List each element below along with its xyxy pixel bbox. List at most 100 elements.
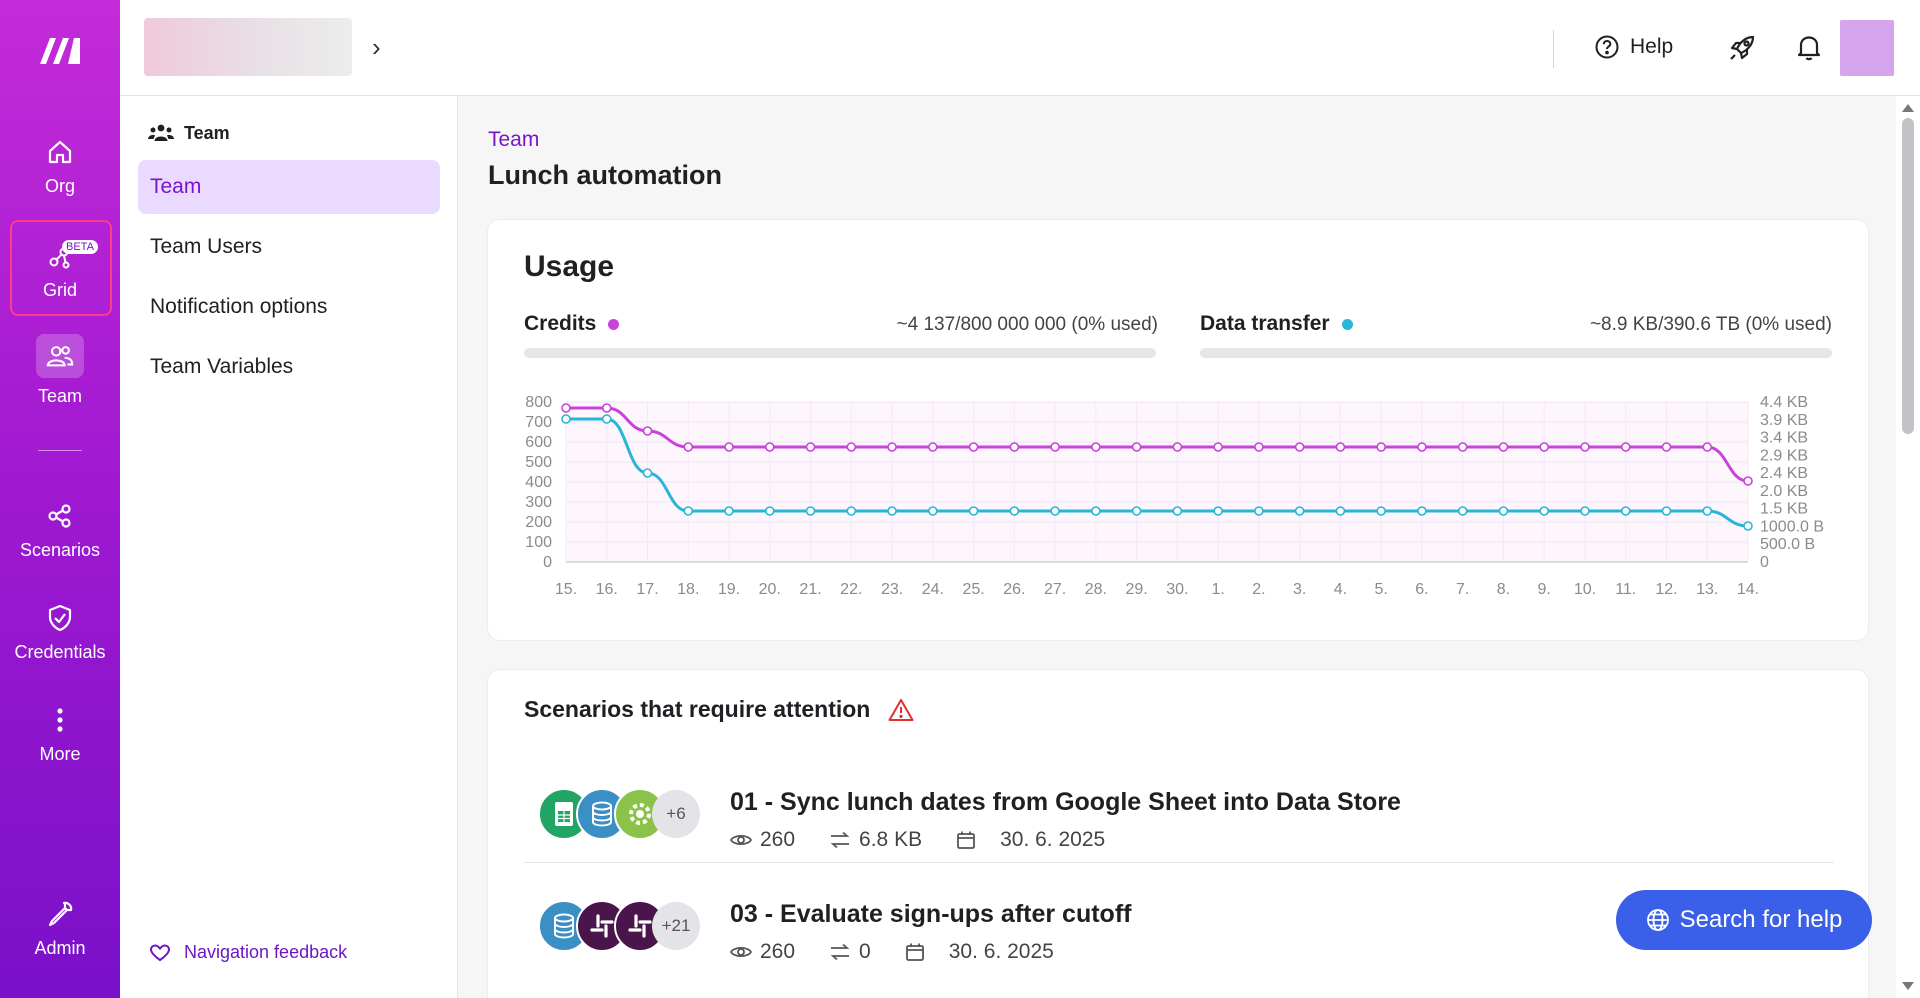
chart-point	[1131, 442, 1142, 452]
avatar[interactable]	[1840, 20, 1894, 76]
x-tick-label: 9.	[1538, 581, 1551, 598]
rail-label: Grid	[42, 280, 77, 300]
x-tick-label: 8.	[1497, 581, 1510, 598]
chart-point	[724, 506, 734, 516]
x-tick-label: 5.	[1375, 581, 1388, 598]
chart-point	[1498, 506, 1509, 516]
grid-highlight	[10, 220, 112, 316]
subnav-item-notification-options[interactable]: Notification options	[138, 280, 440, 334]
chart-point	[1009, 506, 1020, 516]
y-left-tick-label: 700	[525, 414, 552, 431]
transfer-label: Data transfer	[1200, 312, 1353, 336]
x-tick-label: 30.	[1166, 581, 1188, 598]
scenario-row[interactable]: +6 01 - Sync lunch dates from Google She…	[524, 758, 1834, 868]
scenario-row[interactable]: +21 03 - Evaluate sign-ups after cutoff …	[524, 870, 1834, 980]
chart-point	[1539, 442, 1550, 452]
scenario-meta: 260 6.8 KB 30. 6. 2025	[730, 828, 1105, 852]
scenario-name[interactable]: 03 - Evaluate sign-ups after cutoff	[730, 900, 1132, 928]
credits-value: ~4 137/800 000 000 (0% used)	[896, 314, 1158, 335]
chart-point	[1294, 506, 1305, 516]
scenario-ops: 260	[760, 828, 796, 851]
chart-point	[1417, 442, 1427, 452]
scroll-thumb[interactable]	[1902, 118, 1914, 434]
transfer-progress-bar	[1200, 348, 1832, 358]
x-tick-label: 25.	[962, 581, 984, 598]
chart-point	[968, 506, 979, 516]
breadcrumb[interactable]: Team	[488, 128, 540, 151]
chart-point	[1702, 442, 1713, 452]
y-right-tick-label: 1000.0 B	[1760, 518, 1824, 535]
transfer-arrows-icon	[830, 831, 850, 849]
make-logo-icon[interactable]	[36, 34, 84, 66]
x-tick-label: 3.	[1293, 581, 1306, 598]
more-apps-count: +6	[652, 790, 700, 838]
x-tick-label: 21.	[799, 581, 821, 598]
subnav-item-team-variables[interactable]: Team Variables	[138, 340, 440, 394]
operations-eye-icon	[730, 946, 752, 958]
bell-icon[interactable]	[1792, 30, 1826, 64]
x-tick-label: 11.	[1615, 581, 1636, 598]
subnav-item-label: Team Variables	[150, 355, 294, 378]
rail-item-team[interactable]: Team	[0, 334, 120, 407]
chevron-right-icon[interactable]: ›	[372, 32, 381, 62]
scenario-name[interactable]: 01 - Sync lunch dates from Google Sheet …	[730, 788, 1401, 816]
chart-point	[1172, 506, 1183, 516]
more-vertical-icon	[57, 708, 63, 732]
chart-point	[1172, 442, 1183, 452]
x-tick-label: 19.	[718, 581, 740, 598]
wrench-icon	[48, 901, 73, 927]
transfer-arrows-icon	[830, 943, 850, 961]
chart-point	[1009, 442, 1020, 452]
rail-item-admin[interactable]: Admin	[0, 898, 120, 959]
credits-legend-dot	[608, 318, 620, 330]
x-tick-label: 29.	[1125, 581, 1147, 598]
subnav-item-label: Team Users	[150, 235, 263, 258]
top-bar: › Help	[120, 0, 1920, 96]
chart-point	[1213, 442, 1223, 452]
rail-item-more[interactable]: More	[0, 704, 120, 765]
chart-point	[1376, 442, 1386, 452]
subnav-item-team-users[interactable]: Team Users	[138, 220, 440, 274]
rocket-icon[interactable]	[1726, 30, 1760, 64]
x-tick-label: 18.	[677, 581, 699, 598]
y-right-tick-label: 4.4 KB	[1760, 394, 1808, 411]
navigation-feedback-link[interactable]: Navigation feedback	[150, 942, 347, 963]
credits-progress-bar	[524, 348, 1156, 358]
rail-item-scenarios[interactable]: Scenarios	[0, 500, 120, 561]
x-tick-label: 10.	[1574, 581, 1596, 598]
chart-point	[683, 506, 694, 516]
chart-point	[724, 442, 734, 452]
scenario-transfer: 0	[859, 940, 871, 963]
x-tick-label: 24.	[922, 581, 944, 598]
org-switcher[interactable]	[144, 18, 352, 76]
rail-item-org[interactable]: Org	[0, 136, 120, 197]
page-scrollbar[interactable]	[1896, 96, 1920, 998]
x-tick-label: 26.	[1003, 581, 1025, 598]
chart-point	[1050, 442, 1060, 452]
operations-eye-icon	[730, 834, 752, 846]
chart-point	[805, 442, 816, 452]
chart-point	[1254, 506, 1264, 516]
scenario-ops: 260	[760, 940, 796, 963]
topbar-divider	[1553, 30, 1554, 68]
rail-label: Scenarios	[19, 540, 101, 560]
x-tick-label: 20.	[759, 581, 781, 598]
rail-label: Credentials	[14, 642, 106, 662]
chart-point	[1661, 442, 1672, 452]
scroll-up-arrow-icon[interactable]	[1902, 104, 1914, 112]
more-apps-count: +21	[652, 902, 700, 950]
help-button[interactable]: Help	[1594, 34, 1673, 60]
search-for-help-button[interactable]: Search for help	[1616, 890, 1872, 950]
x-tick-label: 17.	[636, 581, 658, 598]
subnav-item-team[interactable]: Team	[138, 160, 440, 214]
chart-point	[1091, 442, 1101, 452]
scroll-down-arrow-icon[interactable]	[1902, 982, 1914, 990]
rail-item-credentials[interactable]: Credentials	[0, 602, 120, 663]
chart-point	[1417, 506, 1427, 516]
globe-icon	[1646, 909, 1669, 931]
chart-point	[561, 403, 571, 413]
chart-point	[1620, 506, 1631, 516]
subnav-title-label: Team	[184, 122, 230, 143]
rail-item-grid[interactable]: Grid	[0, 240, 120, 301]
